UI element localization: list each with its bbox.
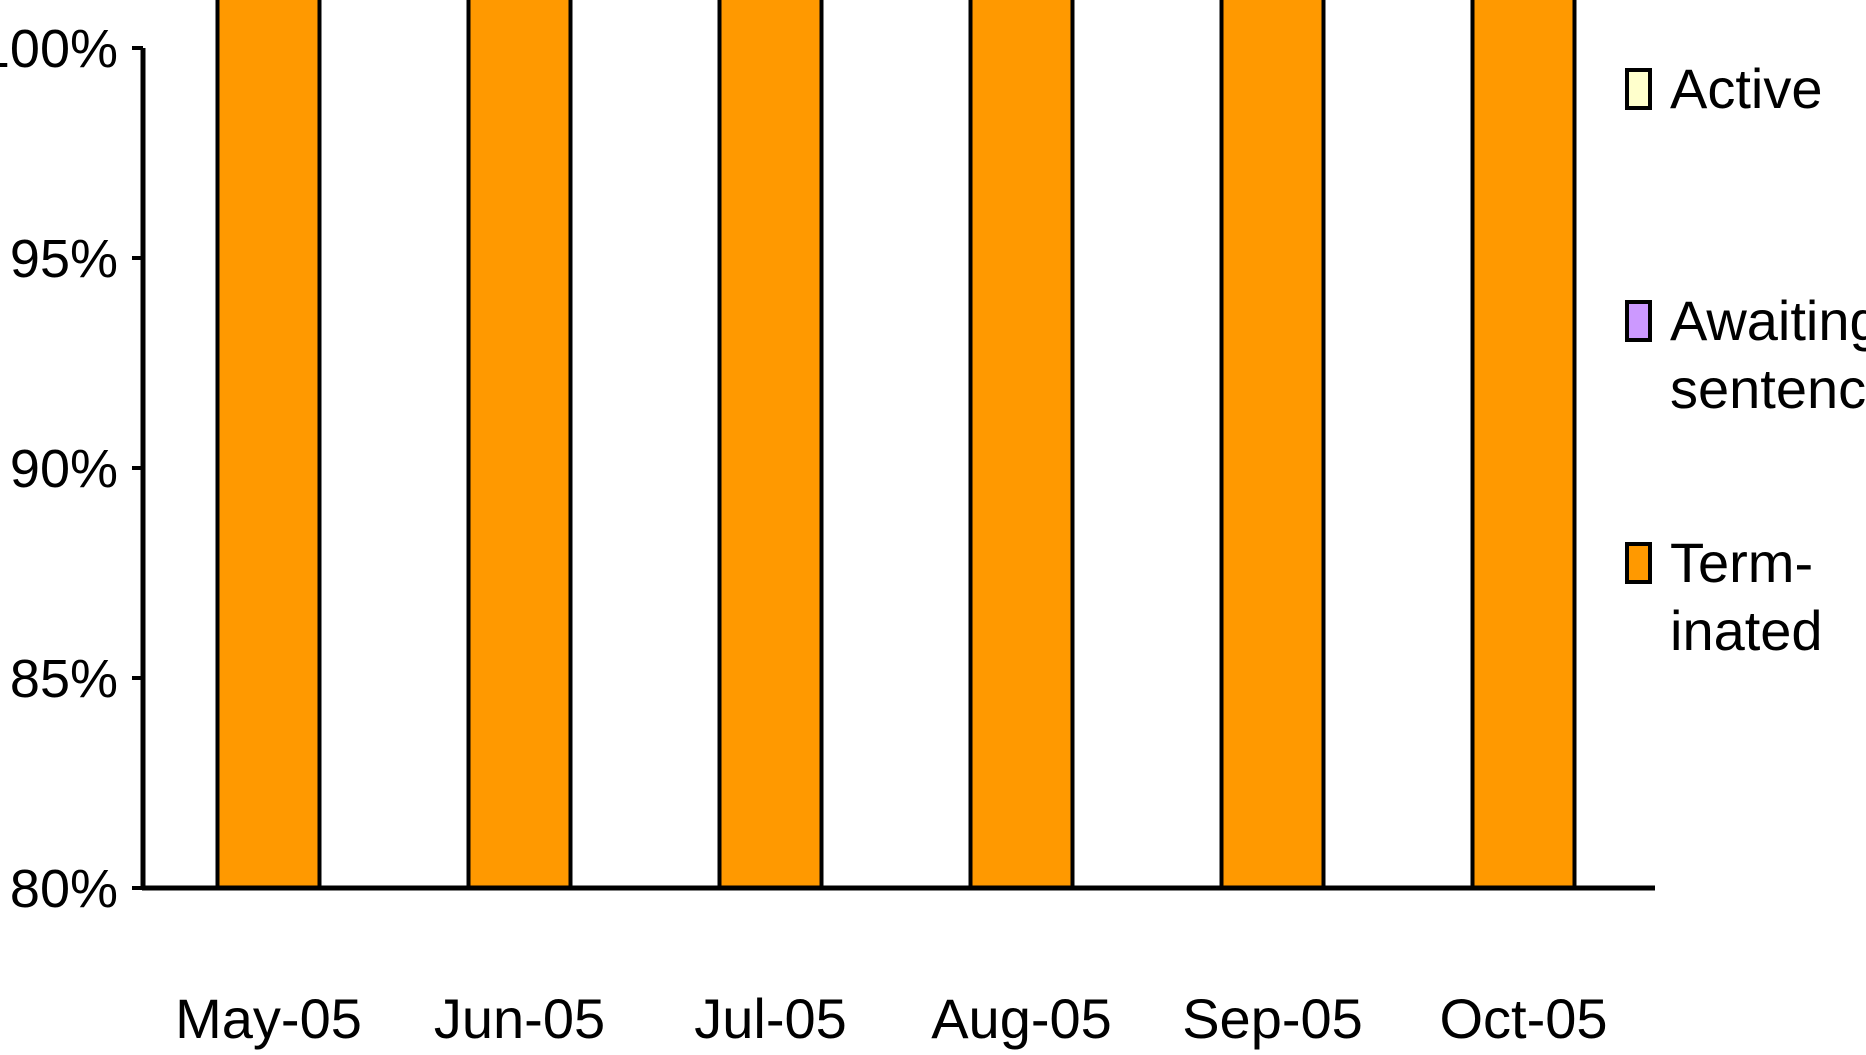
y-tick-label: 90% — [10, 439, 118, 499]
y-tick-label: 85% — [10, 649, 118, 709]
y-tick-label: 100% — [0, 19, 118, 79]
bar-segment — [1219, 0, 1326, 890]
legend-swatch — [1625, 68, 1652, 110]
legend-label: Term-inated — [1670, 531, 1823, 662]
bar-segment — [1470, 0, 1577, 890]
x-tick-label: Aug-05 — [931, 987, 1112, 1050]
axes-group: May-05 Jun-05 Jul-05 Aug-05 Sep-05 Oct-05 80% 8… — [0, 19, 1655, 1050]
bar-segment — [215, 0, 322, 890]
bar-segment — [466, 0, 573, 890]
legend-label: Active — [1670, 57, 1823, 120]
legend-label-line: Active — [1670, 57, 1823, 120]
legend-label: Awaitingsentence — [1670, 289, 1866, 420]
legend-label-line: sentence — [1670, 357, 1866, 420]
x-tick-label: Oct-05 — [1439, 987, 1607, 1050]
bar-segment — [717, 0, 824, 890]
x-tick-label: Sep-05 — [1182, 987, 1363, 1050]
bars-group: 85%5%9%85%6%10%84%6%9%86%6%8%85%6%9%85%5… — [215, 0, 1577, 890]
x-tick-label: Jun-05 — [434, 987, 605, 1050]
legend-label-line: Awaiting — [1670, 289, 1866, 352]
legend-swatch — [1625, 300, 1652, 342]
x-tick-label: May-05 — [175, 987, 362, 1050]
legend-label-line: inated — [1670, 599, 1823, 662]
legend: Active Awaitingsentence Term-inated — [1625, 57, 1866, 662]
legend-label-line: Term- — [1670, 531, 1813, 594]
bar-segment — [968, 0, 1075, 890]
y-tick-label: 80% — [10, 859, 118, 919]
x-tick-label: Jul-05 — [694, 987, 847, 1050]
y-tick-label: 95% — [10, 229, 118, 289]
legend-swatch — [1625, 542, 1652, 584]
